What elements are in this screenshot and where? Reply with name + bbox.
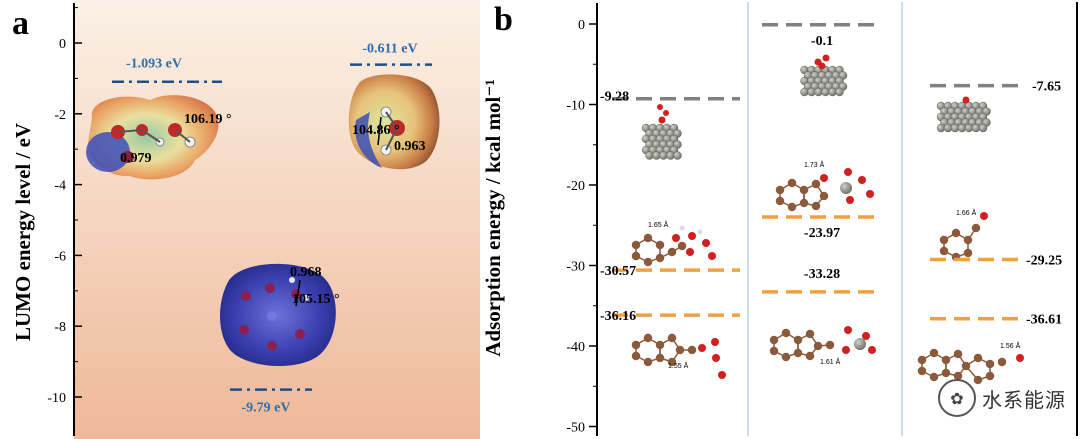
panel-a-energy-levels: -1.093 eV -0.611 eV -9.79 eV <box>112 42 432 416</box>
panel-b-label: b <box>494 1 513 38</box>
panel-b-bond-distances: 1.65 Å 1.55 Å 1.73 Å 1.61 Å 1.66 Å 1.56 Å <box>648 160 1021 370</box>
adsorption-level-label: -36.16 <box>600 309 636 324</box>
oxygen-atom <box>962 96 970 104</box>
metal-atom <box>950 123 960 133</box>
lumo-level-label: -1.093 eV <box>126 57 182 72</box>
oxygen-atom <box>663 110 669 116</box>
metal-atom <box>978 123 988 133</box>
panel-b-tick-label: -10 <box>566 99 585 114</box>
wechat-icon: ✿ <box>938 379 976 417</box>
panel-b-tick-label: -40 <box>566 340 585 355</box>
adsorption-level-label: -9.28 <box>600 90 629 105</box>
adsorption-level-label: -7.65 <box>1032 80 1061 95</box>
watermark: ✿ 水系能源 <box>938 379 1066 417</box>
panel-a-tick-label: -10 <box>47 391 66 406</box>
geometry-annotation: 106.19 ° <box>184 112 232 127</box>
panel-a-tick-label: -8 <box>54 320 66 335</box>
panel-a-tick-label: -2 <box>54 108 66 123</box>
geometry-annotation: 0.963 <box>394 139 426 154</box>
panel-b-tick-label: 0 <box>578 18 585 33</box>
panel-a-label: a <box>12 5 29 42</box>
panel-a-y-axis: 0 -2 -4 -6 -8 -10 <box>47 3 82 436</box>
adsorption-level-label: -36.61 <box>1026 313 1062 328</box>
lumo-level-label: -0.611 eV <box>362 42 417 57</box>
metal-atom <box>814 87 823 97</box>
metal-atom <box>943 123 953 133</box>
panel-b-tick-label: -50 <box>566 421 585 436</box>
oxygen-atom <box>818 62 826 70</box>
bond-distance-label: 1.66 Å <box>956 208 977 217</box>
metal-atom <box>666 151 675 160</box>
adsorption-level-label: -29.25 <box>1026 253 1062 268</box>
panel-b-energy-levels: -9.28 -30.57 -36.16 -0.1 -23.97 -33.28 -7.65 -2… <box>600 23 1062 328</box>
metal-slab-structure <box>641 54 991 160</box>
bond-distance-label: 1.65 Å <box>648 220 669 229</box>
panel-b-tick-label: -30 <box>566 260 585 275</box>
metal-atom <box>645 151 654 160</box>
oxygen-atom <box>822 54 830 62</box>
metal-atom <box>835 87 844 97</box>
panel-b-tick-label: -20 <box>566 179 585 194</box>
adsorption-level-label: -23.97 <box>804 226 840 241</box>
watermark-text: 水系能源 <box>982 387 1066 412</box>
panel-a-tick-label: 0 <box>59 37 66 52</box>
adsorption-level-label: -30.57 <box>600 264 636 279</box>
geometry-annotation: 0.979 <box>120 151 152 166</box>
metal-atom <box>673 151 682 160</box>
metal-atom <box>936 123 946 133</box>
geometry-annotation: 0.968 <box>290 265 322 280</box>
adsorption-level-label: -33.28 <box>804 267 840 282</box>
panel-a-annotations: 106.19 ° 0.979 104.86 °0.963 0.968 105.15 ° <box>120 112 426 307</box>
metal-atom <box>800 87 809 97</box>
panel-a-y-axis-label: LUMO energy level / eV <box>11 123 35 341</box>
geometry-annotation: 104.86 ° <box>352 123 400 138</box>
metal-atom <box>971 123 981 133</box>
panel-a-tick-label: -6 <box>54 249 66 264</box>
oxygen-atom <box>658 116 666 124</box>
metal-atom <box>821 87 830 97</box>
bond-distance-label: 1.55 Å <box>668 361 689 370</box>
bond-distance-label: 1.56 Å <box>1000 341 1021 350</box>
panel-b-y-axis-label: Adsorption energy / kcal mol⁻¹ <box>481 79 505 357</box>
metal-atom <box>957 123 967 133</box>
oxygen-atom <box>657 104 663 110</box>
metal-atom <box>828 87 837 97</box>
metal-atom <box>652 151 661 160</box>
water-molecule-esp-surface <box>348 74 440 170</box>
metal-atom <box>807 87 816 97</box>
geometry-annotation: 105.15 ° <box>292 292 340 307</box>
panel-a-tick-label: -4 <box>54 179 66 194</box>
panel-b-y-axis: 0 -10 -20 -30 -40 -50 <box>566 3 598 436</box>
bond-distance-label: 1.73 Å <box>804 160 825 169</box>
bond-distance-label: 1.61 Å <box>820 357 841 366</box>
lumo-level-label: -9.79 eV <box>242 401 291 416</box>
adsorbed-molecule-structures <box>631 168 1024 385</box>
metal-atom <box>659 151 668 160</box>
hydrated-ion-esp-surface <box>220 263 336 367</box>
solvation-complex-esp-surface <box>86 95 219 180</box>
metal-atom <box>964 123 974 133</box>
adsorption-level-label: -0.1 <box>811 34 833 49</box>
